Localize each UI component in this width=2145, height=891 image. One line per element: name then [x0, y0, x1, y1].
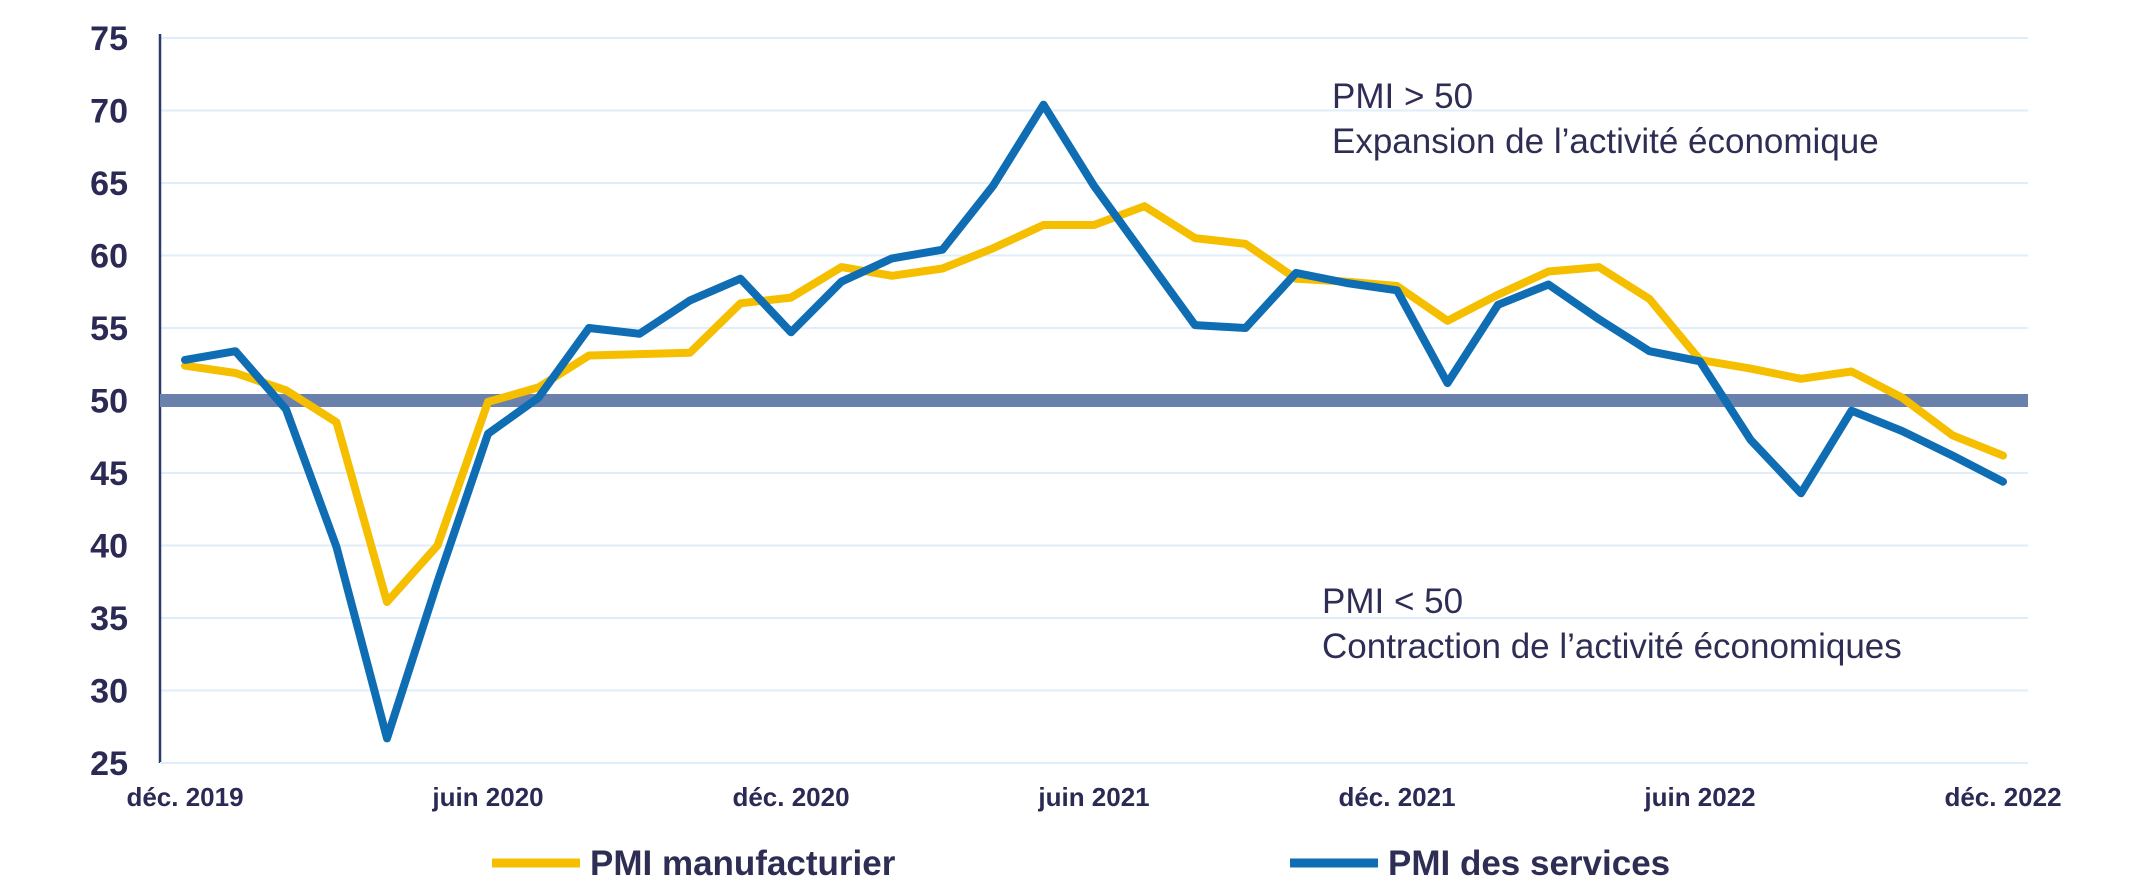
x-tick-label: déc. 2020 [732, 782, 849, 812]
x-tick-label: déc. 2021 [1338, 782, 1455, 812]
y-tick-label: 35 [90, 600, 128, 638]
y-tick-label: 50 [90, 383, 128, 421]
y-tick-label: 45 [90, 455, 128, 493]
y-tick-label: 70 [90, 93, 128, 131]
x-tick-label: juin 2022 [1643, 782, 1755, 812]
x-tick-label: juin 2021 [1037, 782, 1149, 812]
y-tick-label: 40 [90, 528, 128, 566]
legend-label-manufacturier: PMI manufacturier [590, 844, 896, 883]
y-tick-label: 30 [90, 673, 128, 711]
y-tick-label: 25 [90, 745, 128, 783]
x-tick-label: juin 2020 [431, 782, 543, 812]
series-line-services [181, 100, 2007, 743]
legend: PMI manufacturier PMI des services [492, 844, 1670, 883]
y-tick-label: 55 [90, 310, 128, 348]
x-tick-label: déc. 2019 [126, 782, 243, 812]
legend-label-services: PMI des services [1388, 844, 1670, 883]
annotation-expansion-text: Expansion de l’activité économique [1332, 122, 1879, 161]
annotation-contraction-text: Contraction de l’activité économiques [1322, 627, 1902, 666]
series-lines [181, 100, 2007, 743]
y-tick-label: 65 [90, 165, 128, 203]
annotation-expansion-title: PMI > 50 [1332, 77, 1473, 116]
y-tick-label: 60 [90, 238, 128, 276]
annotation-contraction-title: PMI < 50 [1322, 582, 1463, 621]
y-axis: 75 70 65 60 55 50 45 40 35 30 25 [90, 20, 162, 783]
x-axis: déc. 2019 juin 2020 déc. 2020 juin 2021 déc.… [126, 762, 2062, 812]
x-tick-label: déc. 2022 [1944, 782, 2061, 812]
y-tick-label: 75 [90, 20, 128, 58]
